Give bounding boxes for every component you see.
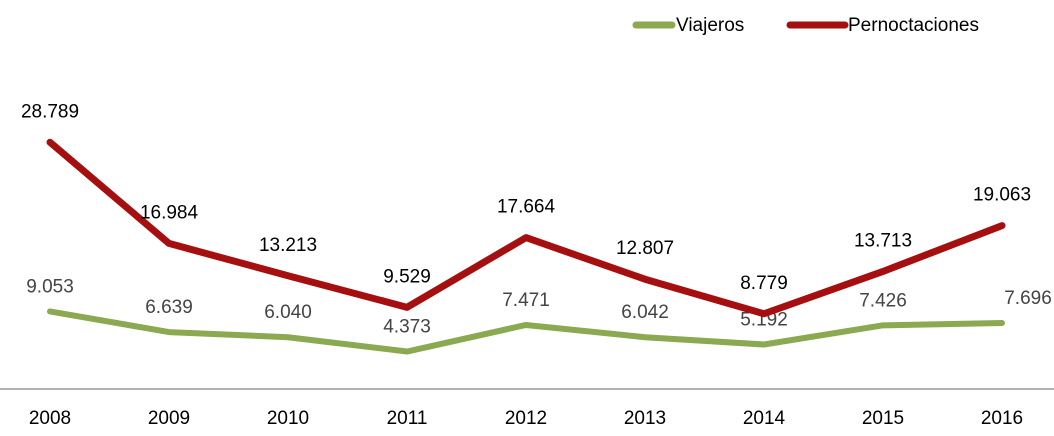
data-label: 9.529 xyxy=(383,266,431,287)
series-line xyxy=(46,138,1006,318)
data-label: 9.053 xyxy=(26,276,74,297)
data-label: 19.063 xyxy=(973,185,1031,206)
data-label: 16.984 xyxy=(140,202,199,223)
x-tick-label: 2012 xyxy=(505,408,547,429)
x-tick-label: 2013 xyxy=(624,408,666,429)
x-tick-label: 2016 xyxy=(981,408,1023,429)
data-label: 5.192 xyxy=(740,310,788,331)
data-label: 12.807 xyxy=(616,238,674,259)
x-tick-label: 2010 xyxy=(267,408,309,429)
x-tick-label: 2008 xyxy=(29,408,71,429)
data-label: 6.040 xyxy=(264,302,312,323)
legend-label: Viajeros xyxy=(676,15,744,36)
x-tick-label: 2015 xyxy=(862,408,904,429)
data-label: 28.789 xyxy=(21,101,79,122)
data-label: 7.696 xyxy=(1004,288,1052,309)
legend-label: Pernoctaciones xyxy=(848,15,979,36)
data-label: 4.373 xyxy=(383,317,431,338)
x-tick-label: 2011 xyxy=(387,408,428,429)
data-label: 7.471 xyxy=(502,290,550,311)
data-label: 17.664 xyxy=(497,197,556,218)
x-tick-label: 2014 xyxy=(743,408,786,429)
data-label: 7.426 xyxy=(859,290,907,311)
data-label: 13.213 xyxy=(259,235,317,256)
data-label: 13.713 xyxy=(854,230,912,251)
data-label: 8.779 xyxy=(740,273,788,294)
data-label: 6.639 xyxy=(145,297,193,318)
x-tick-label: 2009 xyxy=(148,408,190,429)
series-line xyxy=(47,308,1005,355)
data-label: 6.042 xyxy=(621,302,669,323)
